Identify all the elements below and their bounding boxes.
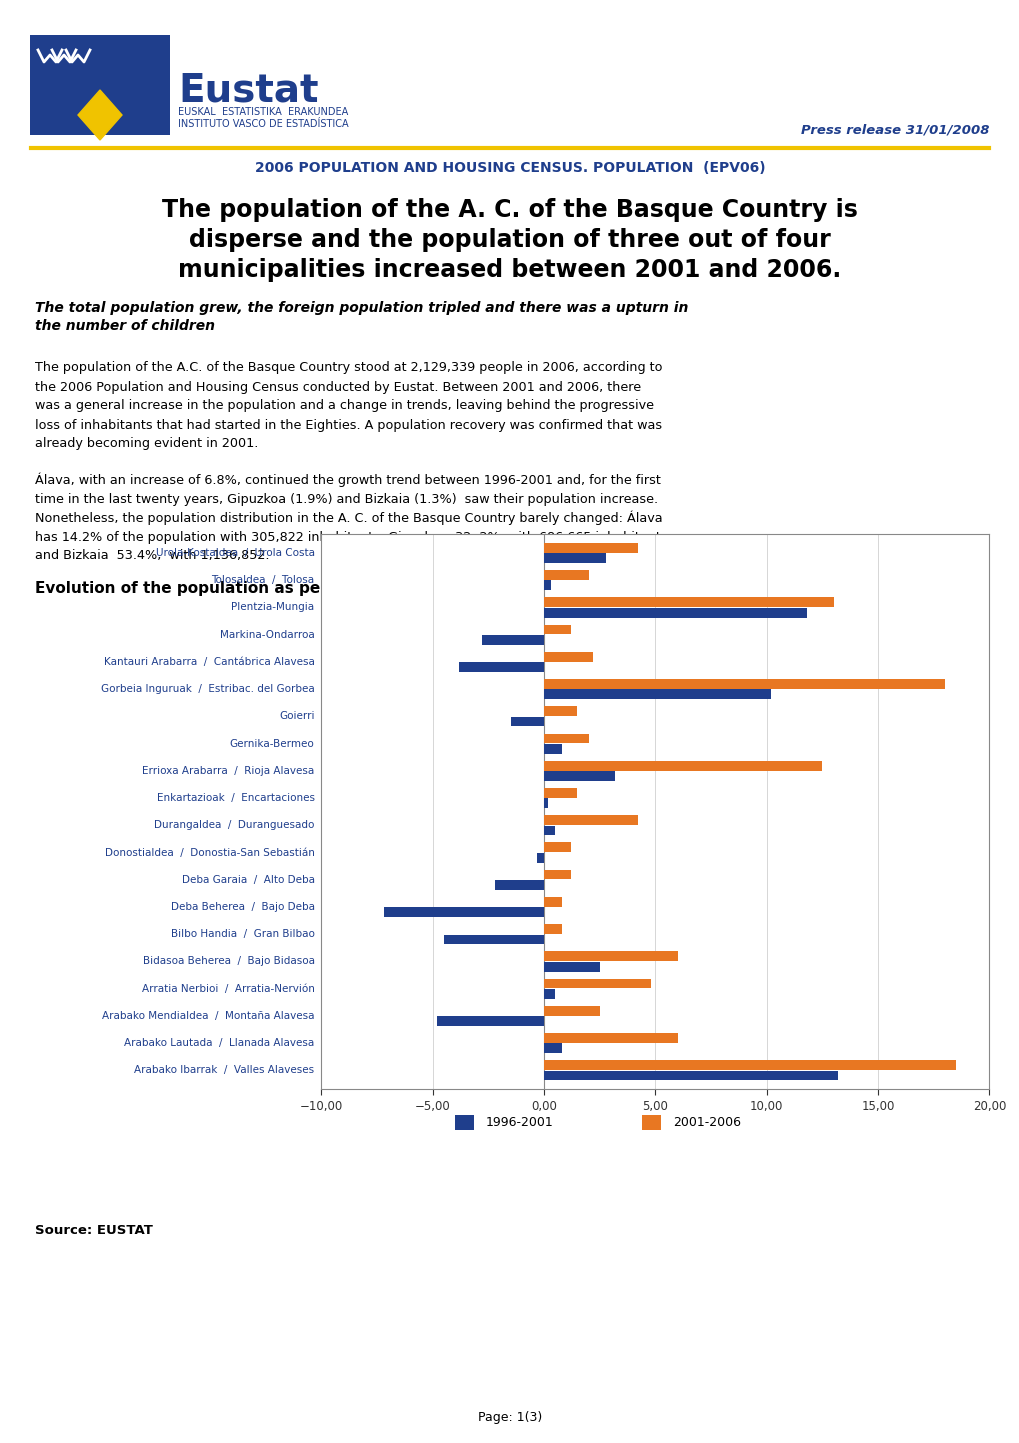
Text: Page: 1(3): Page: 1(3) (478, 1411, 541, 1424)
Bar (543, 597, 833, 608)
Text: Goierri: Goierri (279, 711, 314, 722)
Bar (543, 570, 588, 580)
Bar (543, 652, 592, 662)
Text: Gorbeia Inguruak  /  Estribac. del Gorbea: Gorbeia Inguruak / Estribac. del Gorbea (101, 684, 314, 694)
Text: loss of inhabitants that had started in the Eighties. A population recovery was : loss of inhabitants that had started in … (35, 418, 661, 431)
Bar (543, 978, 650, 988)
Text: Urola-Kostaldea  /  Urola Costa: Urola-Kostaldea / Urola Costa (156, 548, 314, 558)
Bar (481, 635, 543, 645)
Text: 2001-2006: 2001-2006 (673, 1115, 740, 1130)
Text: Enkartazioak  /  Encartaciones: Enkartazioak / Encartaciones (157, 794, 314, 804)
Bar (543, 680, 944, 688)
Text: the 2006 Population and Housing Census conducted by Eustat. Between 2001 and 200: the 2006 Population and Housing Census c… (35, 381, 641, 394)
Bar (543, 1033, 677, 1043)
Text: Markina-Ondarroa: Markina-Ondarroa (220, 629, 314, 639)
Text: Bidasoa Beherea  /  Bajo Bidasoa: Bidasoa Beherea / Bajo Bidasoa (143, 957, 314, 967)
Text: The total population grew, the foreign population tripled and there was a upturn: The total population grew, the foreign p… (35, 302, 688, 315)
Text: Arabako Mendialdea  /  Montaña Alavesa: Arabako Mendialdea / Montaña Alavesa (102, 1012, 314, 1022)
Text: Source: EUSTAT: Source: EUSTAT (35, 1224, 153, 1237)
Bar (543, 580, 550, 590)
Text: 2006 POPULATION AND HOUSING CENSUS. POPULATION  (EPV06): 2006 POPULATION AND HOUSING CENSUS. POPU… (255, 162, 764, 175)
Bar (30, 35, 170, 136)
Bar (511, 717, 543, 726)
Text: Arabako Ibarrak  /  Valles Alaveses: Arabako Ibarrak / Valles Alaveses (135, 1065, 314, 1075)
Text: Donostialdea  /  Donostia-San Sebastián: Donostialdea / Donostia-San Sebastián (105, 847, 314, 857)
Bar (543, 690, 770, 700)
Bar (543, 798, 548, 808)
Bar (543, 608, 806, 618)
Bar (443, 935, 543, 944)
Bar (537, 853, 543, 863)
Polygon shape (77, 89, 122, 140)
Bar (641, 1115, 660, 1130)
Bar (543, 553, 605, 563)
Text: The population of the A. C. of the Basque Country is: The population of the A. C. of the Basqu… (162, 198, 857, 222)
Text: Arratia Nerbioi  /  Arratia-Nervión: Arratia Nerbioi / Arratia-Nervión (142, 984, 314, 994)
Bar (543, 898, 561, 906)
Text: 1996-2001: 1996-2001 (485, 1115, 553, 1130)
Text: was a general increase in the population and a change in trends, leaving behind : was a general increase in the population… (35, 400, 653, 413)
Bar (543, 870, 571, 879)
Bar (543, 843, 571, 853)
Text: Kantauri Arabarra  /  Cantábrica Alavesa: Kantauri Arabarra / Cantábrica Alavesa (104, 657, 314, 667)
Text: The population of the A.C. of the Basque Country stood at 2,129,339 people in 20: The population of the A.C. of the Basque… (35, 362, 662, 375)
Text: Deba Garaia  /  Alto Deba: Deba Garaia / Alto Deba (181, 874, 314, 885)
Bar (543, 760, 821, 771)
Bar (543, 951, 677, 961)
Text: Eustat: Eustat (178, 71, 318, 110)
Bar (543, 1043, 561, 1053)
Bar (543, 825, 554, 835)
Text: has 14.2% of the population with 305,822 inhabitants, Gipuzkoa  32.,2%, with 686: has 14.2% of the population with 305,822… (35, 531, 672, 544)
Text: EUSKAL  ESTATISTIKA  ERAKUNDEA: EUSKAL ESTATISTIKA ERAKUNDEA (178, 107, 347, 117)
Bar (543, 771, 614, 781)
Bar (543, 924, 561, 934)
Text: Plentzia-Mungia: Plentzia-Mungia (231, 602, 314, 612)
Bar (543, 1006, 599, 1016)
Text: and Bizkaia  53.4%,  with 1,136,852.: and Bizkaia 53.4%, with 1,136,852. (35, 550, 269, 563)
Text: Nonetheless, the population distribution in the A. C. of the Basque Country bare: Nonetheless, the population distribution… (35, 511, 662, 525)
Bar (543, 1071, 838, 1081)
Text: Press release 31/01/2008: Press release 31/01/2008 (801, 124, 989, 137)
Bar (543, 543, 637, 553)
Bar (543, 788, 577, 798)
Text: Bilbo Handia  /  Gran Bilbao: Bilbo Handia / Gran Bilbao (170, 929, 314, 939)
Text: INSTITUTO VASCO DE ESTADÍSTICA: INSTITUTO VASCO DE ESTADÍSTICA (178, 118, 348, 128)
Text: Errioxa Arabarra  /  Rioja Alavesa: Errioxa Arabarra / Rioja Alavesa (143, 766, 314, 776)
Bar (543, 1061, 955, 1071)
Text: Deba Beherea  /  Bajo Deba: Deba Beherea / Bajo Deba (170, 902, 314, 912)
Text: Tolosaldea  /  Tolosa: Tolosaldea / Tolosa (211, 576, 314, 586)
Text: Gernika-Bermeo: Gernika-Bermeo (229, 739, 314, 749)
Bar (543, 815, 637, 825)
Bar (437, 1016, 543, 1026)
Bar (543, 733, 588, 743)
Bar (494, 880, 543, 890)
Text: time in the last twenty years, Gipuzkoa (1.9%) and Bizkaia (1.3%)  saw their pop: time in the last twenty years, Gipuzkoa … (35, 492, 657, 505)
Text: Evolution of the population as per Districts 1996-2006. (%): Evolution of the population as per Distr… (35, 580, 541, 596)
Bar (459, 662, 543, 672)
Bar (543, 745, 561, 753)
Bar (383, 908, 543, 918)
Text: Álava, with an increase of 6.8%, continued the growth trend between 1996-2001 an: Álava, with an increase of 6.8%, continu… (35, 473, 660, 488)
Bar (543, 625, 571, 635)
Text: municipalities increased between 2001 and 2006.: municipalities increased between 2001 an… (178, 258, 841, 281)
Bar (543, 706, 577, 716)
Bar (543, 961, 599, 971)
Text: already becoming evident in 2001.: already becoming evident in 2001. (35, 437, 258, 450)
Text: disperse and the population of three out of four: disperse and the population of three out… (189, 228, 830, 253)
Text: Arabako Lautada  /  Llanada Alavesa: Arabako Lautada / Llanada Alavesa (124, 1038, 314, 1048)
Text: the number of children: the number of children (35, 319, 215, 333)
Bar (543, 988, 554, 999)
Text: Durangaldea  /  Duranguesado: Durangaldea / Duranguesado (154, 820, 314, 830)
Bar (454, 1115, 473, 1130)
